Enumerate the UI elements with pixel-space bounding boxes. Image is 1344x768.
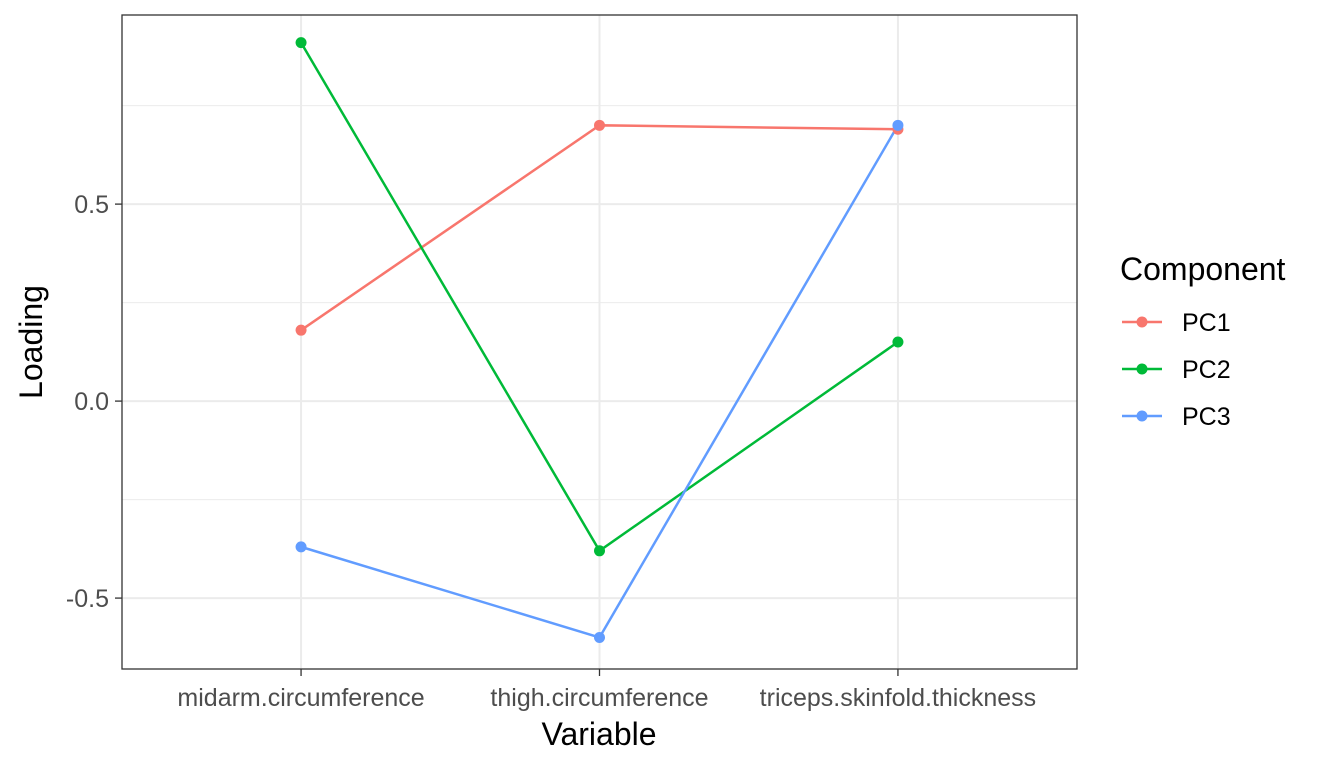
legend: Component PC1 PC2 PC3 [1120, 251, 1286, 431]
axes: -0.5 0.0 0.5 midarm.circumference thigh.circ… [66, 191, 1036, 712]
data-point-pc1 [295, 324, 307, 336]
data-point-pc3 [594, 631, 605, 643]
legend-key-point-pc1 [1136, 316, 1148, 328]
data-point-pc3 [892, 119, 904, 131]
data-point-pc1 [594, 119, 605, 131]
legend-label-pc2: PC2 [1182, 356, 1231, 384]
x-tick-label: triceps.skinfold.thickness [760, 684, 1037, 712]
data-point-pc2 [594, 545, 605, 557]
legend-title: Component [1120, 251, 1286, 287]
y-axis-title: Loading [13, 285, 49, 399]
legend-label-pc3: PC3 [1182, 403, 1231, 431]
y-tick-label: 0.5 [74, 191, 109, 219]
x-tick-label: midarm.circumference [177, 684, 424, 712]
legend-key-point-pc2 [1136, 363, 1148, 375]
legend-key-point-pc3 [1136, 410, 1148, 422]
legend-label-pc1: PC1 [1182, 309, 1231, 337]
y-tick-label: -0.5 [66, 585, 109, 613]
x-axis-title: Variable [541, 716, 656, 752]
data-point-pc2 [295, 37, 307, 49]
data-point-pc3 [295, 541, 307, 553]
x-tick-label: thigh.circumference [490, 684, 708, 712]
y-tick-label: 0.0 [74, 388, 109, 416]
plot-series [295, 37, 904, 643]
data-point-pc2 [892, 336, 904, 348]
